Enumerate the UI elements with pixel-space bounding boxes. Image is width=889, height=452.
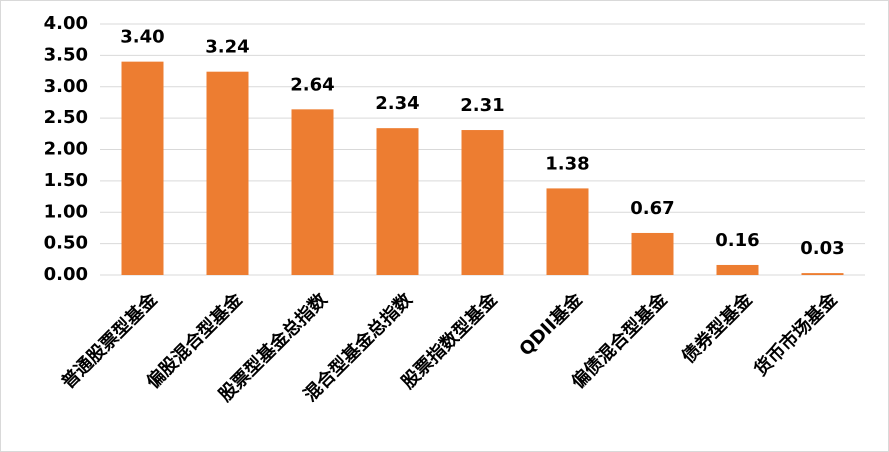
bar [546,188,589,275]
value-label: 2.31 [460,95,504,116]
y-tick-label: 3.50 [44,44,88,65]
bar [121,61,164,276]
bar [801,273,844,275]
y-tick-label: 0.50 [44,233,88,254]
value-label: 3.24 [205,37,249,58]
bar [461,130,504,275]
y-tick-label: 1.50 [44,170,88,191]
y-tick-label: 2.50 [44,107,88,128]
bar [716,264,759,275]
value-label: 2.64 [290,74,334,95]
value-label: 1.38 [545,153,589,174]
bar [291,109,334,275]
y-tick-label: 1.00 [44,201,88,222]
value-label: 2.34 [375,93,419,114]
y-tick-label: 0.00 [44,264,88,285]
value-label: 3.40 [120,27,164,48]
bar [206,71,249,275]
value-label: 0.03 [800,238,844,259]
y-tick-label: 3.00 [44,76,88,97]
y-tick-label: 4.00 [44,13,88,34]
value-label: 0.16 [715,230,759,251]
bar [376,128,419,275]
bar [631,232,674,275]
y-tick-label: 2.00 [44,139,88,160]
value-label: 0.67 [630,198,674,219]
